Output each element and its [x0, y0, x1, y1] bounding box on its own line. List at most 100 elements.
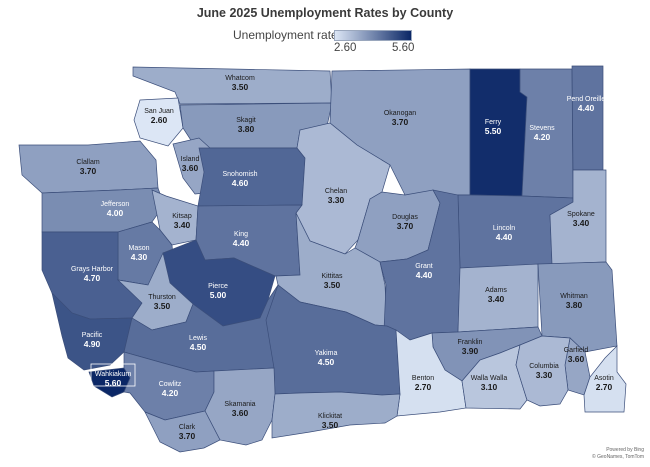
county-name: Garfield: [564, 347, 589, 354]
county-rate: 4.60: [232, 178, 249, 188]
county-name: Franklin: [458, 339, 483, 346]
county-name: Clark: [179, 424, 196, 431]
county-rate: 3.40: [174, 220, 191, 230]
county-name: Grays Harbor: [71, 266, 114, 273]
county-rate: 3.70: [397, 221, 414, 231]
county-name: Lincoln: [493, 225, 515, 232]
county-rate: 3.70: [392, 117, 409, 127]
county-rate: 3.50: [232, 82, 249, 92]
county-name: Mason: [128, 245, 149, 252]
county-rate: 3.70: [80, 166, 97, 176]
county-name: Klickitat: [318, 413, 342, 420]
county-rate: 3.30: [536, 370, 553, 380]
county-klickitat[interactable]: [271, 391, 401, 439]
county-name: Jefferson: [101, 201, 130, 208]
county-columbia[interactable]: [515, 335, 571, 407]
county-name: Wahkiakum: [95, 371, 131, 378]
county-clark[interactable]: [144, 410, 221, 453]
county-name: Benton: [412, 375, 434, 382]
county-name: Skamania: [224, 401, 255, 408]
legend-label: Unemployment rate: [233, 28, 338, 42]
county-name: Thurston: [148, 294, 176, 301]
county-rate: 3.60: [568, 354, 585, 364]
legend-color-scale: [334, 30, 412, 41]
county-rate: 4.20: [162, 388, 179, 398]
attribution-line-2: © GeoNames, TomTom: [592, 454, 644, 460]
county-name: Island: [181, 156, 200, 163]
county-pacific[interactable]: [51, 291, 133, 371]
county-rate: 4.00: [107, 208, 124, 218]
county-san-juan[interactable]: [133, 97, 184, 147]
county-name: Walla Walla: [471, 375, 508, 382]
county-name: Kitsap: [172, 213, 192, 220]
county-rate: 3.60: [232, 408, 249, 418]
county-rate: 3.30: [328, 195, 345, 205]
county-rate: 4.40: [233, 238, 250, 248]
county-rate: 4.40: [416, 270, 433, 280]
legend-max-label: 5.60: [392, 42, 415, 54]
county-rate: 4.70: [84, 273, 101, 283]
county-whatcom[interactable]: [132, 66, 333, 105]
county-pend-oreille[interactable]: [571, 65, 604, 171]
county-name: Cowlitz: [159, 381, 182, 388]
county-rate: 3.40: [488, 294, 505, 304]
county-rate: 3.80: [566, 300, 583, 310]
county-name: San Juan: [144, 108, 174, 115]
county-name: Asotin: [594, 375, 614, 382]
county-name: Snohomish: [222, 171, 257, 178]
county-rate: 3.50: [322, 420, 339, 430]
county-rate: 3.70: [179, 431, 196, 441]
county-rate: 4.40: [578, 103, 595, 113]
county-name: Stevens: [529, 125, 555, 132]
county-rate: 3.50: [324, 280, 341, 290]
county-rate: 3.60: [182, 163, 199, 173]
county-asotin[interactable]: [583, 345, 627, 413]
county-rate: 5.00: [210, 290, 227, 300]
county-rate: 4.30: [131, 252, 148, 262]
county-name: Whitman: [560, 293, 588, 300]
county-name: Pacific: [82, 332, 103, 339]
county-name: Whatcom: [225, 75, 255, 82]
county-name: Grant: [415, 263, 433, 270]
county-name: Kittitas: [321, 273, 343, 280]
county-rate: 4.50: [190, 342, 207, 352]
county-rate: 3.50: [154, 301, 171, 311]
county-skamania[interactable]: [204, 367, 276, 446]
county-chelan[interactable]: [295, 122, 391, 255]
county-rate: 3.80: [238, 124, 255, 134]
county-rate: 3.10: [481, 382, 498, 392]
county-highlight-box: [90, 363, 136, 387]
county-rate: 4.50: [318, 357, 335, 367]
